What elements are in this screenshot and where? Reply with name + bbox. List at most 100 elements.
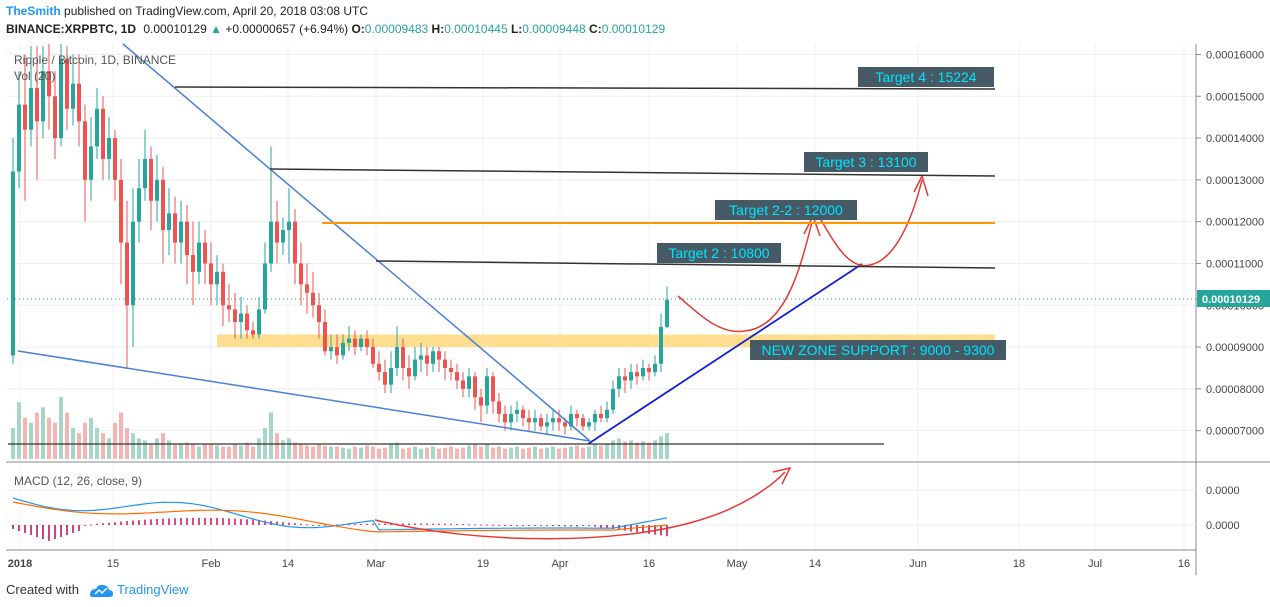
volume-bar xyxy=(665,433,669,459)
volume-bar xyxy=(377,448,381,459)
macd-histogram-bar xyxy=(30,525,32,535)
volume-bar xyxy=(623,441,627,459)
macd-histogram-bar xyxy=(108,522,110,525)
volume-bar xyxy=(113,422,117,459)
macd-histogram-bar xyxy=(456,523,458,525)
candle xyxy=(59,44,63,147)
candle xyxy=(83,104,87,222)
candle xyxy=(233,292,237,339)
macd-histogram-bar xyxy=(438,523,440,525)
volume-bar xyxy=(635,442,639,459)
price-axis[interactable]: 0.00016000 0.00015000 0.00014000 0.00013000… xyxy=(1196,49,1264,438)
target-label-box xyxy=(804,152,928,172)
high-value: 0.00010445 xyxy=(444,22,508,36)
candle xyxy=(341,334,345,360)
main-pane[interactable] xyxy=(6,44,1196,462)
volume-bar xyxy=(431,446,435,459)
macd-histogram-bar xyxy=(606,525,608,529)
candle xyxy=(539,413,543,431)
volume-bar xyxy=(407,447,411,459)
candle xyxy=(251,321,255,339)
price-tick-label: 0.00014000 xyxy=(1206,133,1264,145)
time-tick-label: 15 xyxy=(107,558,119,570)
macd-histogram-bar xyxy=(582,525,584,526)
candle xyxy=(383,359,387,394)
volume-bar xyxy=(611,440,615,459)
macd-histogram-bar xyxy=(186,517,188,525)
price-chart[interactable]: Target 4 : 15224 Target 3 : 13100 Target 2… xyxy=(0,40,1270,575)
tradingview-brand-link[interactable]: TradingView xyxy=(117,582,189,597)
candle xyxy=(257,296,261,339)
macd-histogram-bar xyxy=(372,523,374,525)
macd-histogram-bar xyxy=(312,525,314,526)
macd-histogram-bar xyxy=(252,519,254,525)
macd-histogram-bar xyxy=(288,522,290,525)
candle xyxy=(131,188,135,348)
volume-bar xyxy=(521,448,525,459)
tradingview-logo-icon[interactable] xyxy=(88,581,114,599)
macd-histogram-bar xyxy=(234,518,236,525)
volume-bar xyxy=(449,446,453,459)
candle xyxy=(35,46,39,180)
publish-line: TheSmith published on TradingView.com, A… xyxy=(6,4,368,18)
macd-histogram-bar xyxy=(282,522,284,525)
volume-bar xyxy=(299,444,303,459)
volume-bar xyxy=(47,417,51,459)
volume-bar xyxy=(365,445,369,459)
footer: Created with TradingView xyxy=(0,575,1270,607)
macd-histogram-bar xyxy=(12,525,14,529)
volume-bar xyxy=(659,436,663,459)
macd-histogram-bar xyxy=(522,525,524,526)
macd-histogram-bar xyxy=(492,524,494,526)
author-name[interactable]: TheSmith xyxy=(6,4,61,18)
candle xyxy=(119,158,123,285)
macd-histogram-bar xyxy=(354,524,356,526)
candle xyxy=(545,413,549,435)
target-lines: Target 4 : 15224 Target 3 : 13100 Target 2… xyxy=(174,67,1006,360)
candle xyxy=(527,409,531,431)
volume-bar xyxy=(23,417,27,459)
volume-bar xyxy=(131,433,135,459)
volume-bar xyxy=(59,397,63,459)
volume-bar xyxy=(233,444,237,459)
candle xyxy=(359,334,363,352)
macd-histogram-bar xyxy=(402,523,404,525)
volume-bar xyxy=(545,447,549,459)
target-label: Target 2 : 10800 xyxy=(668,245,769,261)
volume-bar xyxy=(455,448,459,459)
candle xyxy=(137,158,141,243)
volume-bar xyxy=(599,445,603,459)
candle xyxy=(287,188,291,264)
last-price-badge xyxy=(1197,290,1270,307)
time-tick-label: 2018 xyxy=(8,558,32,570)
candle xyxy=(23,54,27,201)
time-tick-label: Jun xyxy=(909,558,927,570)
candle xyxy=(215,255,219,306)
candle xyxy=(89,117,93,201)
macd-histogram-bar xyxy=(540,525,542,526)
chart-title: Ripple / Bitcoin, 1D, BINANCE xyxy=(14,53,176,67)
macd-histogram-bar xyxy=(348,524,350,526)
time-axis[interactable]: 2018 15 Feb 14 Mar 19 Apr 16 May 14 Jun 18 Jul 16 xyxy=(8,558,1190,570)
macd-histogram-bar xyxy=(564,525,566,527)
high-label: H: xyxy=(431,22,445,36)
macd-histogram-bar xyxy=(222,518,224,525)
macd-histogram-bar xyxy=(210,517,212,525)
candle xyxy=(509,405,513,431)
candle xyxy=(185,204,189,285)
macd-histogram-bar xyxy=(324,524,326,526)
volume-bar xyxy=(557,448,561,459)
macd-pane: 0.0000 0.0000 xyxy=(6,466,1240,541)
macd-histogram-bar xyxy=(126,521,128,525)
candle xyxy=(419,342,423,373)
volume-bar xyxy=(473,443,477,459)
macd-histogram-bar xyxy=(558,525,560,527)
volume-bar xyxy=(143,440,147,459)
volume-bar xyxy=(539,448,543,459)
price-change: +0.00000657 (+6.94%) xyxy=(225,22,349,36)
volume-bar xyxy=(197,446,201,459)
candle xyxy=(605,401,609,423)
close-label: C: xyxy=(589,22,602,36)
time-tick-label: May xyxy=(727,558,748,570)
volume-bar xyxy=(287,438,291,459)
